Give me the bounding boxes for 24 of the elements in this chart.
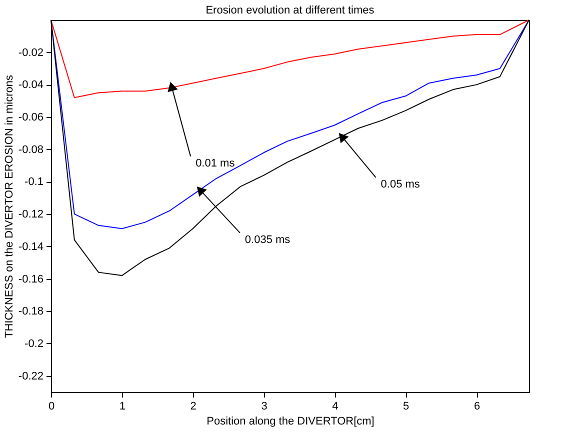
- y-tick-label: -0.08: [18, 144, 44, 156]
- y-tick-label: -0.1: [24, 176, 44, 188]
- x-tick-label: 4: [332, 400, 338, 412]
- y-tick-label: -0.06: [18, 112, 44, 124]
- annotation: 0.05 ms: [380, 178, 420, 190]
- y-tick-label: -0.18: [18, 306, 44, 318]
- x-tick-label: 0: [48, 400, 55, 412]
- annotation: 0.01 ms: [196, 157, 236, 170]
- chart-title: Erosion evolution at different times: [206, 4, 375, 16]
- annotation: 0.035 ms: [244, 234, 291, 246]
- x-tick-label: 2: [190, 400, 196, 412]
- y-tick-label: -0.12: [18, 208, 44, 221]
- y-tick-label: -0.02: [18, 46, 44, 59]
- y-tick-label: -0.14: [18, 240, 44, 253]
- x-tick-label: 1: [119, 400, 126, 412]
- y-tick-label: -0.2: [24, 338, 44, 350]
- y-tick-label: -0.04: [18, 79, 44, 92]
- y-axis-title: THICKNESS on the DIVERTOR EROSION in microns: [3, 74, 16, 338]
- x-axis-title: Position along the DIVERTOR[cm]: [206, 416, 374, 428]
- x-tick-label: 3: [261, 400, 268, 412]
- y-tick-label: -0.22: [18, 370, 44, 382]
- y-tick-label: -0.16: [18, 273, 44, 286]
- x-tick-label: 5: [403, 400, 410, 412]
- x-tick-label: 6: [474, 400, 480, 412]
